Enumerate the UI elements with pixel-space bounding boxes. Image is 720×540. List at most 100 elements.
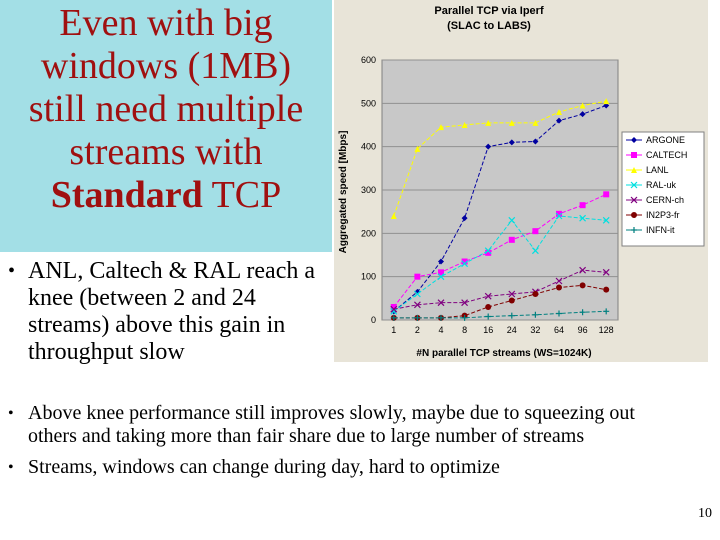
data-point <box>485 313 492 320</box>
data-point <box>603 98 610 105</box>
series-line <box>393 310 607 319</box>
chart-legend: ARGONE CALTECH LANL RAL-uk CERN-ch IN2P3-fr IN… <box>621 131 705 247</box>
legend-box <box>621 131 705 247</box>
y-tick-label: 200 <box>361 228 376 238</box>
data-point <box>556 310 562 317</box>
bullet-icon: • <box>8 459 14 476</box>
x-tick-label: 64 <box>554 325 564 335</box>
data-point <box>579 102 586 109</box>
data-point <box>579 111 586 118</box>
data-point <box>630 196 638 204</box>
page-number: 10 <box>698 506 712 521</box>
x-tick-label: 1 <box>391 325 396 335</box>
y-tick-label: 400 <box>361 142 376 152</box>
y-tick-label: 100 <box>361 272 376 282</box>
y-tick-label: 300 <box>361 185 376 195</box>
x-tick-label: 24 <box>507 325 517 335</box>
legend-label: RAL-uk <box>646 180 677 190</box>
series-line <box>393 100 607 217</box>
data-point <box>437 273 445 281</box>
y-tick-label: 500 <box>361 98 376 108</box>
data-point <box>631 167 637 173</box>
legend-label: IN2P3-fr <box>646 210 680 220</box>
title-line-3: still need multiple <box>28 88 304 130</box>
data-point <box>531 247 539 255</box>
x-tick-label: 96 <box>578 325 588 335</box>
data-point <box>579 266 587 274</box>
series-infn-it <box>390 308 610 321</box>
data-point <box>485 143 492 150</box>
data-point <box>556 117 562 124</box>
data-point <box>579 202 586 209</box>
data-point <box>579 214 587 222</box>
series-line <box>393 269 607 310</box>
series-line <box>393 105 607 312</box>
data-point <box>438 124 444 131</box>
bullet-item: • Streams, windows can change during day… <box>6 456 686 479</box>
data-point <box>485 119 492 126</box>
data-point <box>555 277 563 285</box>
data-point <box>631 212 637 218</box>
data-point <box>556 109 562 115</box>
series-line <box>393 284 607 319</box>
x-tick-label: 128 <box>599 325 614 335</box>
data-point <box>532 311 539 318</box>
data-point <box>484 247 492 255</box>
data-point <box>413 290 421 298</box>
title-background <box>0 0 332 252</box>
data-point <box>390 314 397 321</box>
data-point <box>532 291 539 297</box>
slide-title: Even with big windows (1MB) still need m… <box>0 2 332 217</box>
x-tick-label: 32 <box>530 325 540 335</box>
legend-label: INFN-it <box>646 225 675 235</box>
data-point <box>484 292 492 300</box>
series-cern-ch <box>390 266 610 313</box>
data-point <box>508 216 516 224</box>
chart-subtitle: (SLAC to LABS) <box>447 20 531 32</box>
series-lanl <box>390 98 610 219</box>
legend-label: CALTECH <box>646 150 687 160</box>
data-point <box>485 304 492 310</box>
series-ral-uk <box>390 212 610 315</box>
bottom-bullet-list: • Above knee performance still improves … <box>6 402 686 487</box>
bullet-item: • Above knee performance still improves … <box>6 402 686 448</box>
data-point <box>602 216 610 224</box>
data-point <box>461 215 468 222</box>
data-point <box>390 213 397 219</box>
data-point <box>508 139 515 146</box>
y-tick-label: 600 <box>361 55 376 65</box>
x-axis-label: #N parallel TCP streams (WS=1024K) <box>416 348 591 359</box>
title-emphasis: Standard <box>50 174 203 216</box>
data-point <box>508 290 516 298</box>
data-point <box>485 249 492 256</box>
bullet-icon: • <box>8 260 16 282</box>
x-tick-label: 16 <box>483 325 493 335</box>
data-point <box>414 145 421 152</box>
data-point <box>413 301 421 309</box>
data-point <box>579 309 586 316</box>
data-point <box>602 268 610 276</box>
data-point <box>508 236 515 243</box>
data-point <box>532 228 539 235</box>
x-tick-label: 2 <box>415 325 420 335</box>
data-point <box>579 282 586 289</box>
title-line-4: streams with <box>69 131 263 173</box>
data-point <box>461 260 469 268</box>
data-point <box>603 191 610 198</box>
left-bullet-list: • ANL, Caltech & RAL reach a knee (betwe… <box>6 258 336 366</box>
data-point <box>461 314 468 321</box>
bullet-item: • ANL, Caltech & RAL reach a knee (betwe… <box>6 258 336 366</box>
title-line-2: windows (1MB) <box>40 45 292 87</box>
data-point <box>603 286 610 293</box>
series-line <box>393 215 607 312</box>
bullet-text: Above knee performance still improves sl… <box>28 402 635 447</box>
data-point <box>508 312 515 319</box>
title-line-1: Even with big <box>59 2 273 44</box>
data-point <box>438 258 444 265</box>
data-point <box>631 227 637 233</box>
data-point <box>631 152 637 158</box>
data-point <box>508 119 515 126</box>
data-point <box>461 122 468 128</box>
data-point <box>461 258 468 265</box>
